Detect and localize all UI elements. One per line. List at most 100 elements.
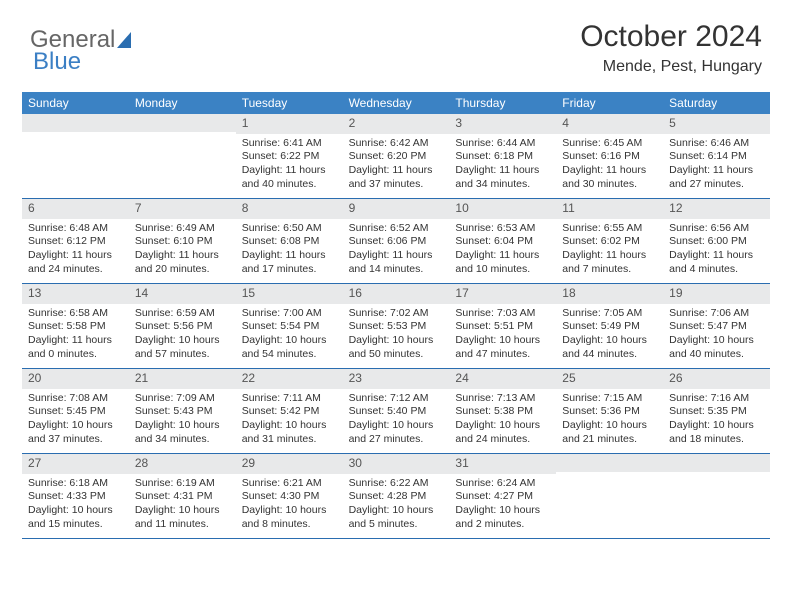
day-d2: and 8 minutes. xyxy=(242,518,337,532)
day-number: 31 xyxy=(449,454,556,474)
day-cell: 26Sunrise: 7:16 AMSunset: 5:35 PMDayligh… xyxy=(663,369,770,453)
week-row: 1Sunrise: 6:41 AMSunset: 6:22 PMDaylight… xyxy=(22,114,770,199)
day-sr: Sunrise: 6:24 AM xyxy=(455,477,550,491)
day-d2: and 34 minutes. xyxy=(135,433,230,447)
day-d2: and 21 minutes. xyxy=(562,433,657,447)
day-text: Sunrise: 6:45 AMSunset: 6:16 PMDaylight:… xyxy=(556,134,663,196)
day-number: 30 xyxy=(343,454,450,474)
logo-word2: Blue xyxy=(33,48,81,76)
day-number: 19 xyxy=(663,284,770,304)
day-number xyxy=(22,114,129,132)
day-d1: Daylight: 11 hours xyxy=(562,164,657,178)
day-cell: 13Sunrise: 6:58 AMSunset: 5:58 PMDayligh… xyxy=(22,284,129,368)
day-d1: Daylight: 10 hours xyxy=(562,419,657,433)
dow-tue: Tuesday xyxy=(236,92,343,114)
day-number: 26 xyxy=(663,369,770,389)
day-sr: Sunrise: 6:44 AM xyxy=(455,137,550,151)
day-text: Sunrise: 6:21 AMSunset: 4:30 PMDaylight:… xyxy=(236,474,343,536)
day-ss: Sunset: 6:14 PM xyxy=(669,150,764,164)
day-ss: Sunset: 6:20 PM xyxy=(349,150,444,164)
day-number: 4 xyxy=(556,114,663,134)
day-number: 14 xyxy=(129,284,236,304)
dow-mon: Monday xyxy=(129,92,236,114)
day-d2: and 40 minutes. xyxy=(669,348,764,362)
day-text: Sunrise: 6:49 AMSunset: 6:10 PMDaylight:… xyxy=(129,219,236,281)
calendar: Sunday Monday Tuesday Wednesday Thursday… xyxy=(22,92,770,539)
day-cell: 18Sunrise: 7:05 AMSunset: 5:49 PMDayligh… xyxy=(556,284,663,368)
day-text: Sunrise: 7:00 AMSunset: 5:54 PMDaylight:… xyxy=(236,304,343,366)
day-d2: and 7 minutes. xyxy=(562,263,657,277)
day-ss: Sunset: 4:33 PM xyxy=(28,490,123,504)
day-text: Sunrise: 7:11 AMSunset: 5:42 PMDaylight:… xyxy=(236,389,343,451)
day-text: Sunrise: 6:53 AMSunset: 6:04 PMDaylight:… xyxy=(449,219,556,281)
day-d1: Daylight: 10 hours xyxy=(242,504,337,518)
day-sr: Sunrise: 7:12 AM xyxy=(349,392,444,406)
day-d2: and 24 minutes. xyxy=(455,433,550,447)
day-d2: and 5 minutes. xyxy=(349,518,444,532)
day-sr: Sunrise: 6:41 AM xyxy=(242,137,337,151)
week-row: 27Sunrise: 6:18 AMSunset: 4:33 PMDayligh… xyxy=(22,454,770,539)
day-ss: Sunset: 5:35 PM xyxy=(669,405,764,419)
day-sr: Sunrise: 6:45 AM xyxy=(562,137,657,151)
day-cell: 5Sunrise: 6:46 AMSunset: 6:14 PMDaylight… xyxy=(663,114,770,198)
day-d2: and 20 minutes. xyxy=(135,263,230,277)
day-sr: Sunrise: 6:22 AM xyxy=(349,477,444,491)
day-sr: Sunrise: 6:19 AM xyxy=(135,477,230,491)
day-d1: Daylight: 10 hours xyxy=(349,504,444,518)
day-sr: Sunrise: 6:53 AM xyxy=(455,222,550,236)
week-row: 13Sunrise: 6:58 AMSunset: 5:58 PMDayligh… xyxy=(22,284,770,369)
day-number: 10 xyxy=(449,199,556,219)
day-cell: 28Sunrise: 6:19 AMSunset: 4:31 PMDayligh… xyxy=(129,454,236,538)
day-sr: Sunrise: 6:59 AM xyxy=(135,307,230,321)
day-d2: and 44 minutes. xyxy=(562,348,657,362)
day-d1: Daylight: 10 hours xyxy=(28,419,123,433)
day-cell: 7Sunrise: 6:49 AMSunset: 6:10 PMDaylight… xyxy=(129,199,236,283)
dow-thu: Thursday xyxy=(449,92,556,114)
day-ss: Sunset: 6:00 PM xyxy=(669,235,764,249)
day-d2: and 50 minutes. xyxy=(349,348,444,362)
day-ss: Sunset: 6:22 PM xyxy=(242,150,337,164)
dow-sat: Saturday xyxy=(663,92,770,114)
day-cell: 8Sunrise: 6:50 AMSunset: 6:08 PMDaylight… xyxy=(236,199,343,283)
dow-wed: Wednesday xyxy=(343,92,450,114)
day-text: Sunrise: 6:24 AMSunset: 4:27 PMDaylight:… xyxy=(449,474,556,536)
day-sr: Sunrise: 7:09 AM xyxy=(135,392,230,406)
day-sr: Sunrise: 7:15 AM xyxy=(562,392,657,406)
day-ss: Sunset: 5:47 PM xyxy=(669,320,764,334)
day-cell: 20Sunrise: 7:08 AMSunset: 5:45 PMDayligh… xyxy=(22,369,129,453)
day-d2: and 11 minutes. xyxy=(135,518,230,532)
day-d1: Daylight: 10 hours xyxy=(28,504,123,518)
title-block: October 2024 Mende, Pest, Hungary xyxy=(580,20,762,76)
day-d1: Daylight: 11 hours xyxy=(669,249,764,263)
day-cell xyxy=(22,114,129,198)
day-ss: Sunset: 4:28 PM xyxy=(349,490,444,504)
day-d1: Daylight: 11 hours xyxy=(455,164,550,178)
day-text: Sunrise: 6:58 AMSunset: 5:58 PMDaylight:… xyxy=(22,304,129,366)
day-text: Sunrise: 7:09 AMSunset: 5:43 PMDaylight:… xyxy=(129,389,236,451)
day-d1: Daylight: 11 hours xyxy=(28,334,123,348)
day-d1: Daylight: 11 hours xyxy=(349,249,444,263)
day-number: 3 xyxy=(449,114,556,134)
day-text: Sunrise: 6:18 AMSunset: 4:33 PMDaylight:… xyxy=(22,474,129,536)
day-cell: 14Sunrise: 6:59 AMSunset: 5:56 PMDayligh… xyxy=(129,284,236,368)
day-text: Sunrise: 6:52 AMSunset: 6:06 PMDaylight:… xyxy=(343,219,450,281)
day-cell: 12Sunrise: 6:56 AMSunset: 6:00 PMDayligh… xyxy=(663,199,770,283)
day-number: 18 xyxy=(556,284,663,304)
day-ss: Sunset: 5:40 PM xyxy=(349,405,444,419)
day-d1: Daylight: 11 hours xyxy=(135,249,230,263)
day-d2: and 15 minutes. xyxy=(28,518,123,532)
day-d1: Daylight: 10 hours xyxy=(455,419,550,433)
day-d2: and 54 minutes. xyxy=(242,348,337,362)
day-sr: Sunrise: 6:52 AM xyxy=(349,222,444,236)
day-ss: Sunset: 6:08 PM xyxy=(242,235,337,249)
day-number: 27 xyxy=(22,454,129,474)
day-d2: and 10 minutes. xyxy=(455,263,550,277)
day-cell: 25Sunrise: 7:15 AMSunset: 5:36 PMDayligh… xyxy=(556,369,663,453)
day-d1: Daylight: 10 hours xyxy=(242,334,337,348)
day-d2: and 17 minutes. xyxy=(242,263,337,277)
day-number xyxy=(129,114,236,132)
day-d1: Daylight: 10 hours xyxy=(135,334,230,348)
day-text: Sunrise: 6:22 AMSunset: 4:28 PMDaylight:… xyxy=(343,474,450,536)
day-number: 5 xyxy=(663,114,770,134)
day-cell: 2Sunrise: 6:42 AMSunset: 6:20 PMDaylight… xyxy=(343,114,450,198)
